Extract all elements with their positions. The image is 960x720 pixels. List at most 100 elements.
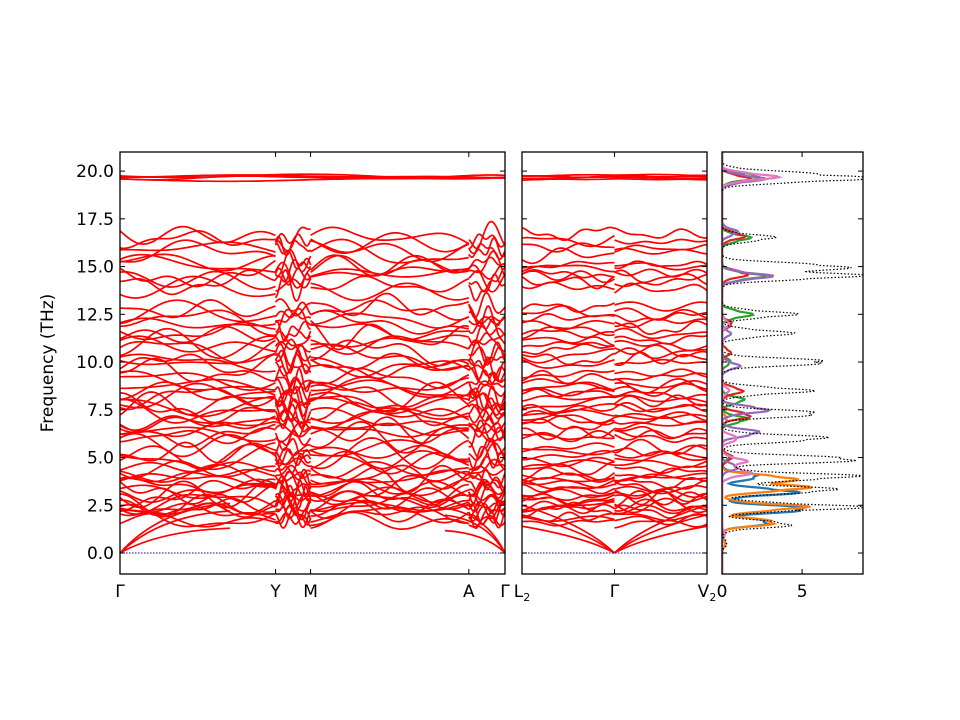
x-tick-label: Γ bbox=[610, 582, 620, 602]
dos-panel-frame bbox=[721, 151, 864, 575]
y-tick-label: 7.5 bbox=[87, 401, 114, 421]
phonon-band bbox=[310, 480, 469, 506]
phonon-band bbox=[310, 491, 470, 509]
acoustic-band bbox=[522, 513, 616, 554]
phonon-band bbox=[310, 254, 469, 276]
phonon-band bbox=[274, 343, 312, 367]
band-panel-2-frame bbox=[521, 151, 708, 575]
phonon-band bbox=[120, 481, 276, 505]
phonon-band bbox=[468, 385, 505, 410]
phonon-band bbox=[275, 496, 312, 510]
phonon-band bbox=[274, 468, 312, 499]
phonon-band bbox=[468, 408, 505, 426]
y-tick-label: 15.0 bbox=[76, 258, 114, 278]
band-panel-1: 0.0 2.5 5.0 7.5 10.0 12.5 15.0 17.5 20.0 Γ Y M A Γ bbox=[76, 151, 510, 602]
phonon-band bbox=[614, 268, 707, 278]
phonon-band bbox=[310, 323, 469, 341]
phonon-band bbox=[274, 469, 312, 483]
phonon-band bbox=[614, 301, 707, 312]
phonon-band bbox=[522, 415, 615, 426]
phonon-band bbox=[274, 320, 311, 344]
phonon-band bbox=[468, 250, 505, 277]
phonon-band bbox=[522, 329, 615, 339]
phonon-band bbox=[120, 415, 276, 432]
phonon-band bbox=[120, 270, 276, 291]
phonon-band bbox=[310, 226, 470, 245]
phonon-band bbox=[310, 381, 470, 413]
phonon-band bbox=[614, 484, 707, 495]
phonon-band bbox=[120, 463, 276, 485]
y-tick-label: 10.0 bbox=[76, 353, 114, 373]
phonon-band bbox=[310, 232, 470, 254]
dos-partial-curve bbox=[722, 152, 767, 574]
acoustic-band bbox=[522, 525, 615, 554]
phonon-band bbox=[120, 461, 276, 473]
x-tick-label: Y bbox=[269, 582, 281, 602]
phonon-band bbox=[522, 408, 615, 422]
phonon-band bbox=[614, 260, 707, 270]
phonon-band bbox=[120, 388, 276, 411]
phonon-band bbox=[522, 472, 615, 483]
phonon-band bbox=[467, 482, 505, 504]
phonon-band bbox=[468, 273, 505, 302]
phonon-band bbox=[614, 411, 707, 422]
phonon-band bbox=[614, 472, 707, 483]
dos-partial-curve bbox=[722, 152, 813, 574]
phonon-band bbox=[614, 519, 707, 529]
phonon-band bbox=[522, 369, 615, 385]
band-lines-2 bbox=[522, 173, 707, 554]
phonon-band bbox=[468, 442, 505, 471]
phonon-band bbox=[310, 424, 469, 438]
phonon-band bbox=[274, 452, 312, 474]
phonon-band bbox=[468, 233, 505, 250]
phonon-band bbox=[522, 456, 615, 468]
phonon-band bbox=[310, 408, 470, 430]
acoustic-band bbox=[522, 504, 616, 554]
phonon-band bbox=[120, 174, 505, 180]
phonon-band bbox=[522, 320, 615, 331]
acoustic-band bbox=[613, 513, 707, 554]
phonon-band bbox=[522, 447, 615, 456]
phonon-band bbox=[468, 366, 505, 386]
phonon-band bbox=[614, 473, 707, 482]
phonon-band bbox=[310, 312, 470, 329]
phonon-band bbox=[120, 241, 276, 253]
phonon-band bbox=[310, 450, 469, 470]
phonon-band bbox=[310, 391, 470, 417]
phonon-band bbox=[310, 506, 469, 527]
phonon-band bbox=[614, 479, 707, 493]
phonon-band bbox=[310, 339, 469, 367]
phonon-band bbox=[310, 299, 470, 321]
phonon-band bbox=[614, 273, 707, 288]
phonon-band bbox=[468, 421, 505, 434]
x-tick-label: M bbox=[303, 582, 318, 602]
phonon-band bbox=[274, 348, 312, 375]
acoustic-band bbox=[444, 529, 505, 554]
phonon-band bbox=[522, 449, 615, 461]
phonon-band bbox=[468, 495, 505, 508]
acoustic-band bbox=[120, 527, 231, 554]
phonon-band bbox=[468, 507, 505, 528]
phonon-band bbox=[310, 334, 470, 348]
phonon-band bbox=[522, 305, 615, 318]
phonon-band bbox=[310, 464, 470, 490]
phonon-band bbox=[120, 382, 276, 409]
phonon-band bbox=[310, 479, 470, 498]
phonon-band bbox=[522, 247, 615, 265]
phonon-band bbox=[310, 407, 470, 425]
phonon-band bbox=[310, 396, 470, 415]
phonon-band bbox=[468, 458, 505, 476]
phonon-band bbox=[468, 338, 505, 352]
phonon-band bbox=[522, 395, 615, 402]
phonon-band bbox=[274, 338, 312, 363]
phonon-band bbox=[614, 238, 707, 245]
phonon-band bbox=[522, 173, 707, 177]
phonon-band bbox=[310, 376, 469, 394]
phonon-band bbox=[120, 253, 276, 272]
phonon-band bbox=[310, 335, 470, 356]
phonon-band bbox=[275, 278, 312, 292]
phonon-band bbox=[310, 360, 470, 378]
phonon-band bbox=[120, 493, 276, 518]
